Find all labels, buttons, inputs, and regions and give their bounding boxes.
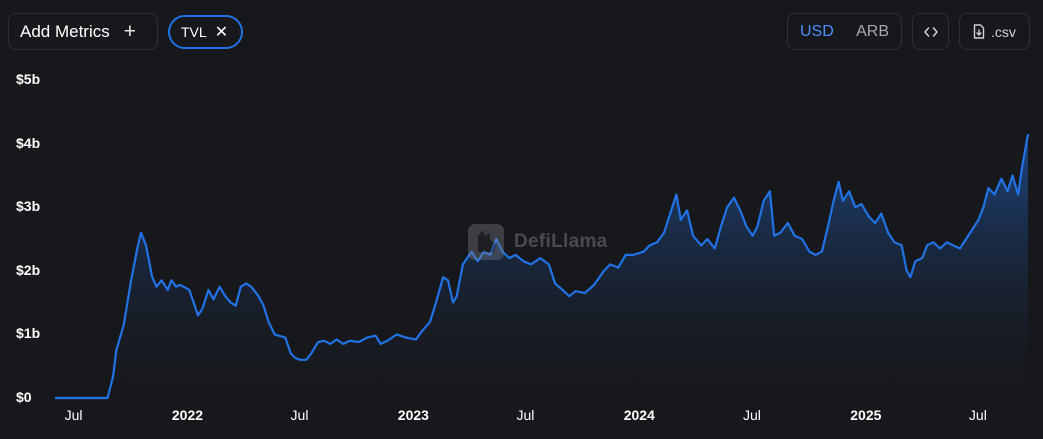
currency-option-usd[interactable]: USD [800,22,834,40]
x-tick-label: Jul [516,407,535,423]
tvl-area-fill [55,134,1028,398]
x-tick-label: 2025 [850,407,882,423]
tvl-chip-label: TVL [181,24,207,40]
defillama-logo-icon [468,224,504,260]
tvl-series-line [55,133,1030,400]
embed-button[interactable] [912,13,949,50]
csv-label: .csv [991,23,1016,40]
download-csv-button[interactable]: .csv [959,13,1030,50]
x-tick-label: 2024 [623,407,655,423]
watermark-text: DefiLlama [514,231,608,252]
x-tick-label: Jul [742,407,761,423]
x-tick-label: 2023 [397,407,429,423]
y-tick-label: $2b [16,261,41,278]
x-tick-label: Jul [64,407,83,423]
add-metrics-label: Add Metrics [20,21,110,41]
close-icon[interactable]: ✕ [214,24,229,41]
currency-option-arb[interactable]: ARB [856,22,889,40]
y-tick-label: $0 [16,389,32,405]
currency-toggle: USD ARB [787,13,902,50]
tvl-metric-chip[interactable]: TVL ✕ [168,15,243,49]
defillama-watermark: DefiLlama [466,222,608,262]
code-icon [923,26,938,37]
x-tick-label: 2022 [171,407,204,423]
add-metrics-button[interactable]: Add Metrics + [8,13,158,50]
y-tick-label: $4b [16,134,41,151]
x-tick-label: Jul [290,407,309,423]
y-tick-label: $1b [16,325,41,342]
x-tick-label: Jul [968,407,987,423]
y-tick-label: $5b [16,71,41,87]
y-tick-label: $3b [16,198,41,215]
plus-icon: + [123,20,137,43]
file-download-icon [973,24,985,39]
